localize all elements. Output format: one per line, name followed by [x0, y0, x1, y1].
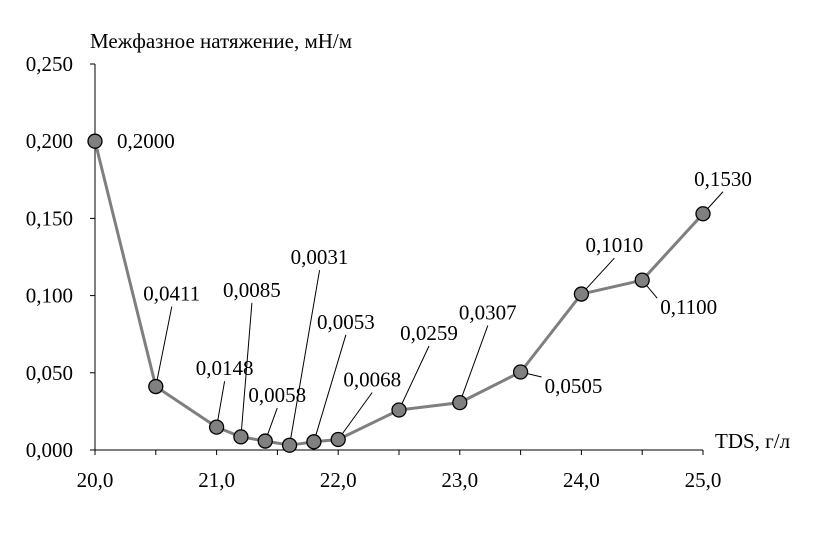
data-point: [306, 434, 322, 450]
data-point: [452, 394, 468, 411]
data-point: [695, 206, 711, 222]
data-point: [233, 429, 249, 445]
data-point: [208, 419, 225, 435]
axes: [90, 63, 704, 455]
label-leader-line: [289, 270, 321, 446]
data-label: 0,0411: [143, 282, 200, 306]
data-point: [391, 402, 407, 418]
data-label: 0,0031: [291, 245, 349, 269]
data-point: [257, 433, 273, 449]
data-point: [573, 286, 590, 302]
data-label: 0,0259: [400, 321, 458, 345]
data-label: 0,0058: [248, 383, 306, 407]
label-leader-lines: [155, 191, 724, 446]
y-axis-title: Межфазное натяжение, мН/м: [90, 29, 352, 53]
x-tick-label: 21,0: [198, 468, 235, 492]
data-label: 0,1010: [586, 233, 644, 257]
y-tick-label: 0,000: [26, 438, 73, 462]
label-leader-line: [155, 306, 173, 387]
data-point: [512, 364, 529, 380]
data-labels: 0,2000 0,0411 0,0148 0,0085 0,0058 0,0031 0,00…: [117, 129, 752, 407]
label-leader-line: [216, 381, 226, 428]
label-leader-line: [240, 302, 253, 437]
x-tick-label: 24,0: [563, 468, 600, 492]
y-tick-label: 0,250: [26, 52, 73, 76]
data-point: [634, 272, 650, 288]
x-tick-label: 25,0: [685, 468, 722, 492]
y-tick-label: 0,100: [26, 284, 73, 308]
y-tick-label: 0,050: [26, 361, 73, 385]
data-label: 0,0085: [223, 278, 281, 302]
label-leader-line: [581, 257, 615, 295]
x-tick-label: 20,0: [77, 468, 114, 492]
label-leader-line: [459, 325, 489, 403]
x-axis-title: TDS, г/л: [715, 429, 790, 453]
data-label: 0,2000: [117, 129, 175, 153]
data-point: [148, 378, 164, 395]
data-label: 0,1100: [660, 295, 717, 319]
label-leader-line: [313, 334, 347, 442]
data-label: 0,0068: [343, 368, 401, 392]
data-point: [281, 437, 298, 453]
data-point: [330, 431, 346, 448]
data-label: 0,0307: [459, 301, 517, 325]
label-leader-line: [337, 392, 373, 440]
tick-labels: 0,000 0,050 0,100 0,150 0,200 0,250 20,0 21,0 22…: [26, 52, 722, 492]
data-point: [87, 133, 103, 149]
data-label: 0,0148: [196, 356, 254, 380]
x-tick-label: 23,0: [441, 468, 478, 492]
data-label: 0,0505: [545, 374, 603, 398]
x-tick-label: 22,0: [320, 468, 357, 492]
label-leader-line: [398, 345, 430, 411]
y-tick-label: 0,200: [26, 129, 73, 153]
data-label: 0,1530: [694, 167, 752, 191]
data-label: 0,0053: [317, 310, 375, 334]
data-markers: [87, 133, 711, 453]
y-tick-label: 0,150: [26, 206, 73, 230]
